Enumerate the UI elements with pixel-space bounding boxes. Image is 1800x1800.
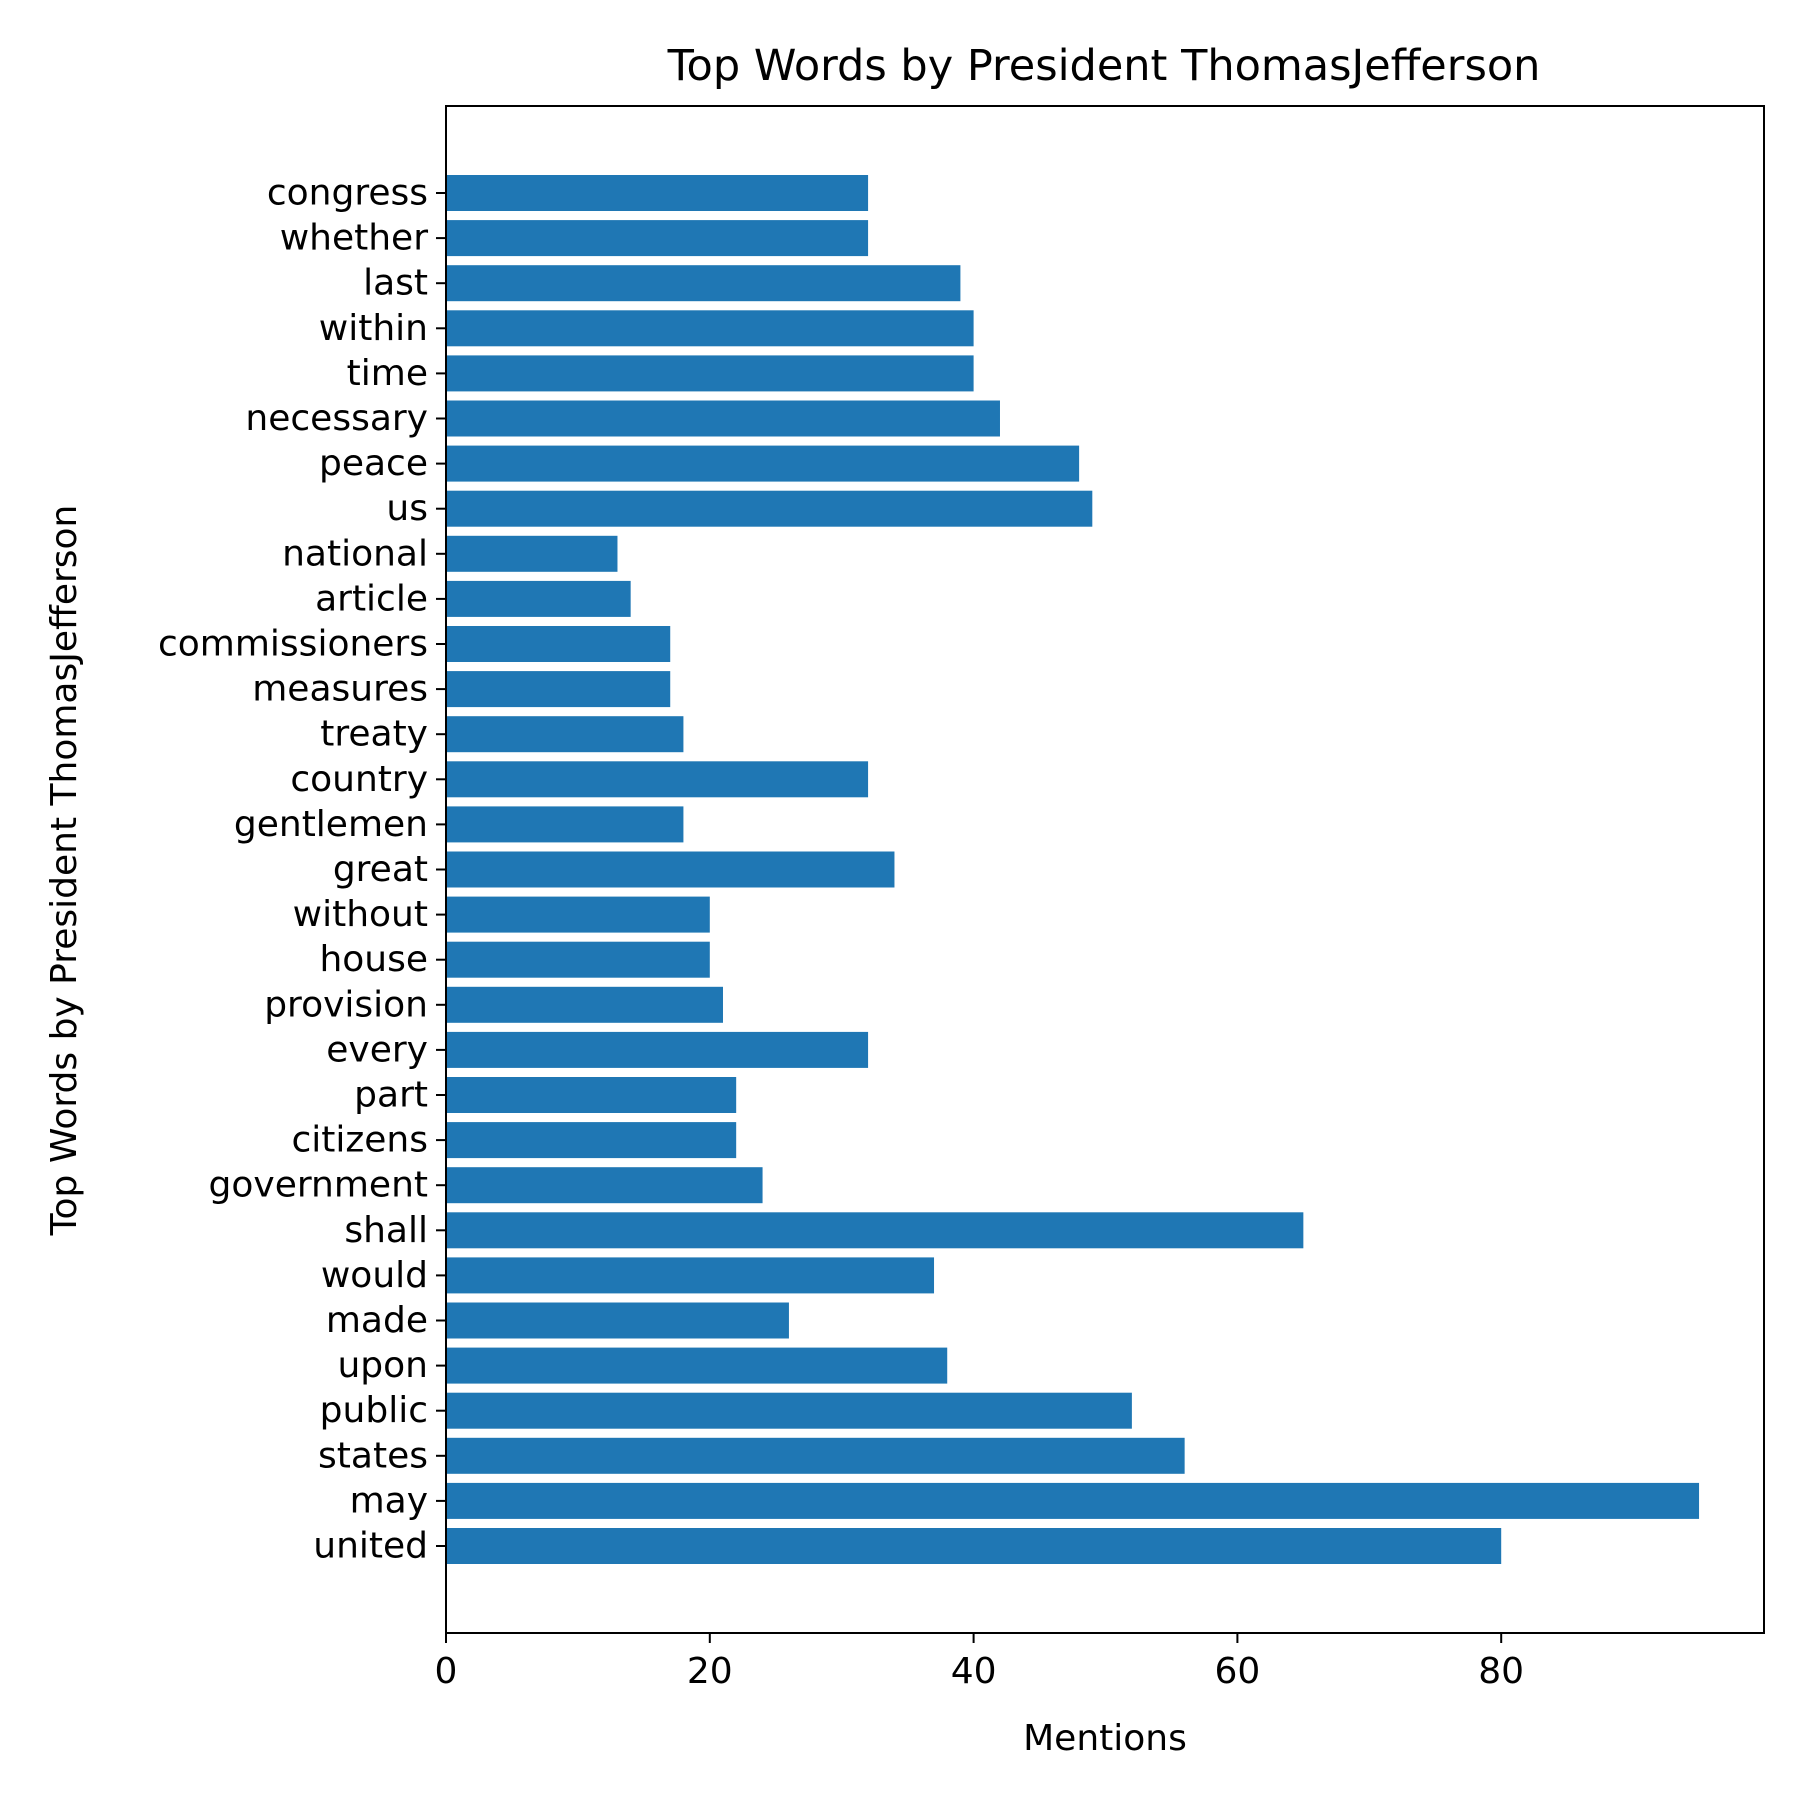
bar-peace — [446, 445, 1080, 482]
y-tick-label: made — [326, 1300, 428, 1341]
bar-may — [446, 1482, 1700, 1519]
bar-congress — [446, 175, 869, 211]
x-tick-label: 80 — [1478, 1651, 1524, 1692]
y-tick-label: united — [313, 1526, 428, 1567]
y-axis-ticks: unitedmaystatespublicuponmadewouldshallg… — [158, 173, 446, 1567]
bars-layer — [446, 175, 1700, 1564]
bar-commissioners — [446, 626, 671, 662]
bar-measures — [446, 671, 671, 708]
plot-frame — [445, 105, 1765, 1634]
bar-every — [446, 1031, 869, 1068]
bar-would — [446, 1257, 935, 1294]
bar-us — [446, 490, 1093, 527]
bar-citizens — [446, 1122, 737, 1159]
y-tick-label: treaty — [320, 714, 428, 755]
bar-states — [446, 1437, 1185, 1474]
x-tick-label: 20 — [687, 1651, 733, 1692]
x-axis-ticks: 0 20 40 60 80 — [435, 1633, 1524, 1692]
bar-country — [446, 761, 869, 798]
bar-public — [446, 1392, 1132, 1429]
bar-time — [446, 355, 974, 392]
bar-shall — [446, 1212, 1304, 1249]
y-tick-label: public — [320, 1390, 428, 1431]
bar-upon — [446, 1347, 948, 1384]
y-tick-label: country — [290, 759, 428, 800]
y-tick-label: time — [347, 353, 428, 394]
bar-gentlemen — [446, 806, 684, 843]
y-tick-label: congress — [267, 173, 428, 214]
y-tick-label: upon — [337, 1345, 428, 1386]
bar-without — [446, 896, 710, 933]
bar-united — [446, 1528, 1502, 1564]
y-tick-label: states — [318, 1435, 428, 1476]
bar-necessary — [446, 400, 1000, 437]
y-tick-label: peace — [319, 443, 428, 484]
y-tick-label: house — [319, 939, 428, 980]
y-tick-label: shall — [344, 1210, 428, 1251]
y-tick-label: may — [350, 1480, 428, 1521]
y-tick-label: within — [319, 308, 428, 349]
y-tick-label: commissioners — [158, 624, 428, 665]
bar-part — [446, 1077, 737, 1113]
bar-article — [446, 580, 631, 617]
chart-title: Top Words by President ThomasJefferson — [667, 41, 1541, 91]
y-axis-title: Top Words by President ThomasJefferson — [44, 505, 85, 1237]
bar-last — [446, 265, 961, 302]
bar-great — [446, 851, 895, 888]
bar-within — [446, 310, 974, 347]
y-tick-label: necessary — [245, 398, 428, 439]
y-tick-label: us — [386, 488, 428, 529]
y-tick-label: gentlemen — [234, 804, 428, 845]
y-tick-label: national — [282, 533, 428, 574]
y-tick-label: last — [363, 263, 428, 304]
y-tick-label: every — [326, 1029, 428, 1070]
y-tick-label: part — [354, 1075, 428, 1116]
y-tick-label: great — [333, 849, 428, 890]
bar-provision — [446, 986, 723, 1023]
y-tick-label: without — [293, 894, 428, 935]
x-axis-title: Mentions — [1023, 1718, 1187, 1759]
y-tick-label: government — [209, 1165, 428, 1206]
bar-treaty — [446, 716, 684, 753]
y-tick-label: citizens — [291, 1120, 428, 1161]
y-tick-label: would — [321, 1255, 428, 1296]
x-tick-label: 0 — [435, 1651, 458, 1692]
y-tick-label: provision — [264, 984, 428, 1025]
bar-house — [446, 941, 710, 978]
y-tick-label: whether — [280, 218, 428, 259]
x-tick-label: 40 — [951, 1651, 997, 1692]
y-tick-label: article — [315, 578, 428, 619]
y-tick-label: measures — [252, 669, 428, 710]
x-tick-label: 60 — [1214, 1651, 1260, 1692]
bar-whether — [446, 220, 869, 257]
bar-made — [446, 1302, 789, 1339]
bar-government — [446, 1167, 763, 1204]
bar-national — [446, 535, 618, 572]
